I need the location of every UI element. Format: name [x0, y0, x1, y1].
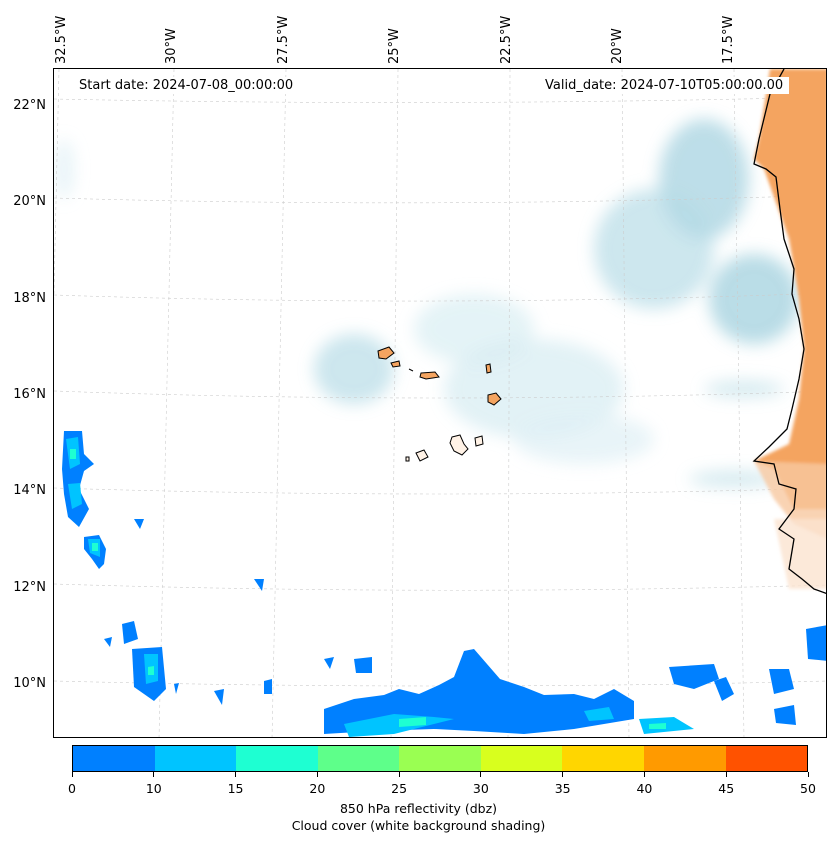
colorbar-tick-label: 30 [472, 781, 489, 796]
colorbar-title: 850 hPa reflectivity (dbz) [339, 801, 498, 816]
start-date-label: Start date: 2024-07-08_00:00:00 [73, 77, 300, 94]
colorbar-tick-mark [235, 772, 237, 777]
map-canvas [54, 69, 826, 737]
colorbar-segment-4 [399, 746, 481, 771]
lat-label-12n: 12°N [13, 580, 46, 595]
colorbar-tick-mark [643, 772, 645, 777]
lon-label-32-5w: 32.5°W [54, 15, 69, 64]
colorbar-tick-mark [316, 772, 318, 777]
valid-date-label: Valid_date: 2024-07-10T05:00:00.00 [539, 77, 790, 94]
lon-label-30w: 30°W [164, 28, 179, 64]
colorbar-tick-label: 50 [800, 781, 816, 796]
reflectivity-field [62, 431, 826, 737]
lon-label-27-5w: 27.5°W [276, 15, 291, 64]
lat-label-14n: 14°N [13, 483, 46, 498]
colorbar-segment-7 [643, 746, 726, 771]
colorbar-tick-label: 40 [636, 781, 653, 796]
colorbar-tick-label: 35 [554, 781, 571, 796]
colorbar-segment-5 [480, 746, 563, 771]
lat-label-22n: 22°N [13, 98, 46, 113]
colorbar-segment-6 [562, 746, 644, 771]
colorbar-segment-3 [317, 746, 400, 771]
reflectivity-colorbar [72, 745, 808, 772]
colorbar-segment-2 [236, 746, 318, 771]
cloud-cover-shading [54, 119, 799, 487]
colorbar-tick-label: 10 [145, 781, 162, 796]
colorbar-tick-label: 15 [227, 781, 244, 796]
colorbar-segment-8 [725, 746, 808, 771]
colorbar-tick-label: 45 [718, 781, 735, 796]
lat-label-18n: 18°N [13, 291, 46, 306]
colorbar-tick-mark [725, 772, 727, 777]
map-panel[interactable] [53, 68, 827, 738]
colorbar-tick-mark [71, 772, 73, 777]
colorbar-tick-mark [807, 772, 809, 777]
colorbar-segment-1 [154, 746, 237, 771]
coastline [752, 69, 826, 594]
colorbar-subtitle: Cloud cover (white background shading) [291, 818, 546, 833]
lon-label-25w: 25°W [387, 28, 402, 64]
lon-label-20w: 20°W [610, 28, 625, 64]
colorbar-tick-label: 0 [68, 781, 76, 796]
lat-label-10n: 10°N [13, 676, 46, 691]
colorbar-tick-mark [480, 772, 482, 777]
colorbar-tick-mark [153, 772, 155, 777]
colorbar-tick-mark [398, 772, 400, 777]
lat-label-20n: 20°N [13, 194, 46, 209]
colorbar-tick-label: 25 [391, 781, 408, 796]
lat-label-16n: 16°N [13, 387, 46, 402]
colorbar-tick-label: 20 [309, 781, 326, 796]
colorbar-segment-0 [73, 746, 155, 771]
africa-coast [754, 69, 826, 589]
cape-verde-islands [377, 346, 502, 462]
lon-label-22-5w: 22.5°W [499, 15, 514, 64]
lon-label-17-5w: 17.5°W [721, 15, 736, 64]
colorbar-tick-mark [562, 772, 564, 777]
